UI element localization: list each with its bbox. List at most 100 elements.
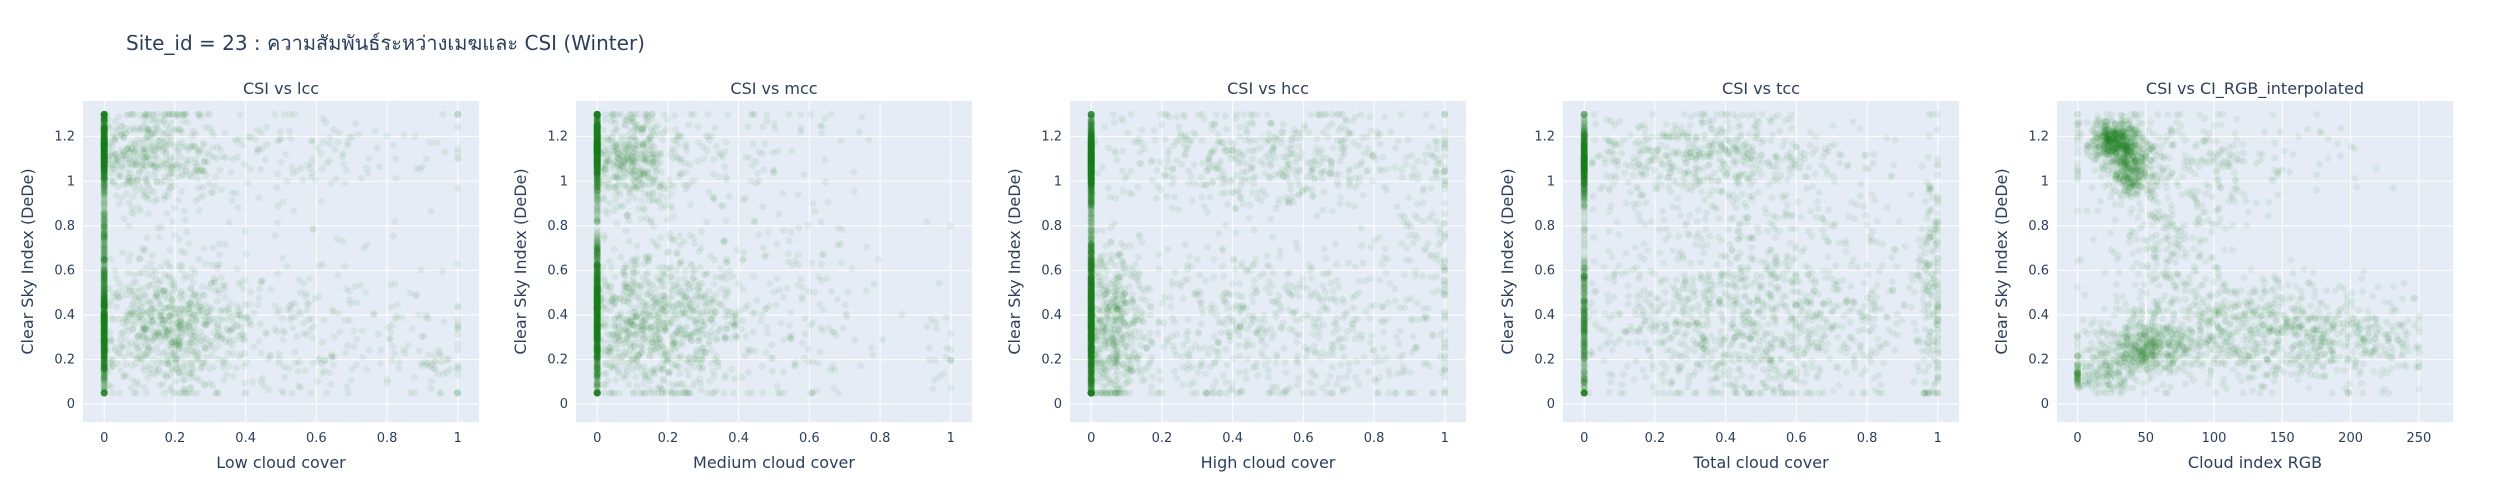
scatter-point — [166, 358, 174, 366]
scatter-point — [100, 124, 108, 132]
scatter-point — [100, 158, 108, 166]
scatter-point — [100, 288, 108, 296]
scatter-point — [100, 135, 108, 143]
scatter-point — [138, 356, 146, 364]
scatter-point — [633, 382, 641, 390]
scatter-point — [132, 187, 140, 195]
scatter-point — [100, 337, 108, 345]
scatter-point — [100, 129, 108, 137]
scatter-point — [100, 297, 108, 305]
scatter-point — [593, 142, 601, 150]
scatter-point — [100, 301, 108, 309]
scatter-point — [100, 296, 108, 304]
scatter-point — [100, 144, 108, 152]
scatter-point — [253, 126, 261, 134]
scatter-point — [100, 197, 108, 205]
scatter-point — [140, 148, 148, 156]
scatter-point — [117, 366, 125, 374]
scatter-point — [136, 302, 144, 310]
scatter-point — [616, 161, 624, 169]
scatter-point — [664, 216, 672, 224]
scatter-point — [228, 189, 236, 197]
scatter-point — [100, 363, 108, 371]
scatter-point — [100, 356, 108, 364]
scatter-point — [593, 119, 601, 127]
scatter-point — [280, 363, 288, 371]
scatter-point — [100, 284, 108, 292]
scatter-point — [134, 314, 142, 322]
scatter-point — [100, 147, 108, 155]
scatter-point — [100, 322, 108, 330]
scatter-point — [100, 125, 108, 133]
scatter-point — [593, 139, 601, 147]
scatter-point — [100, 336, 108, 344]
scatter-point — [322, 118, 330, 126]
scatter-point — [206, 379, 214, 387]
scatter-point — [130, 110, 138, 118]
scatter-point — [100, 292, 108, 300]
scatter-point — [157, 312, 165, 320]
scatter-point — [172, 355, 180, 363]
scatter-point — [189, 142, 197, 150]
scatter-point — [593, 110, 601, 118]
scatter-point — [165, 125, 173, 133]
scatter-point — [191, 130, 199, 138]
scatter-point — [454, 316, 462, 324]
scatter-point — [171, 305, 179, 313]
scatter-point — [100, 165, 108, 173]
scatter-point — [355, 131, 363, 139]
scatter-point — [144, 308, 152, 316]
scatter-point — [100, 295, 108, 303]
scatter-point — [216, 307, 224, 315]
scatter-point — [593, 127, 601, 135]
scatter-point — [100, 242, 108, 250]
scatter-point — [100, 204, 108, 212]
scatter-point — [593, 118, 601, 126]
scatter-point — [241, 227, 249, 235]
scatter-point — [163, 328, 171, 336]
scatter-point — [166, 312, 174, 320]
scatter-point — [100, 113, 108, 121]
scatter-point — [100, 360, 108, 368]
scatter-point — [100, 145, 108, 153]
scatter-point — [141, 326, 149, 334]
scatter-point — [191, 143, 199, 151]
scatter-point — [100, 161, 108, 169]
scatter-point — [136, 255, 144, 263]
scatter-point — [165, 110, 173, 118]
scatter-point — [100, 308, 108, 316]
scatter-point — [201, 313, 209, 321]
scatter-point — [100, 110, 108, 118]
scatter-point — [100, 168, 108, 176]
scatter-point — [100, 198, 108, 206]
scatter-point — [129, 325, 137, 333]
scatter-point — [593, 169, 601, 177]
scatter-point — [100, 129, 108, 137]
scatter-point — [100, 285, 108, 293]
scatter-point — [218, 332, 226, 340]
scatter-point — [100, 327, 108, 335]
scatter-point — [172, 359, 180, 367]
scatter-point — [176, 293, 184, 301]
scatter-point — [254, 146, 262, 154]
scatter-point — [125, 257, 133, 265]
scatter-point — [100, 266, 108, 274]
scatter-point — [100, 296, 108, 304]
scatter-point — [100, 305, 108, 313]
scatter-point — [173, 339, 181, 347]
scatter-point — [154, 164, 162, 172]
scatter-point — [100, 137, 108, 145]
scatter-point — [100, 354, 108, 362]
scatter-point — [100, 123, 108, 131]
scatter-point — [159, 331, 167, 339]
scatter-point — [149, 110, 157, 118]
scatter-point — [100, 190, 108, 198]
scatter-point — [101, 131, 109, 139]
scatter-point — [198, 283, 206, 291]
scatter-point — [152, 276, 160, 284]
scatter-point — [100, 142, 108, 150]
scatter-point — [100, 134, 108, 142]
scatter-point — [100, 115, 108, 123]
scatter-point — [100, 266, 108, 274]
scatter-point — [341, 348, 349, 356]
